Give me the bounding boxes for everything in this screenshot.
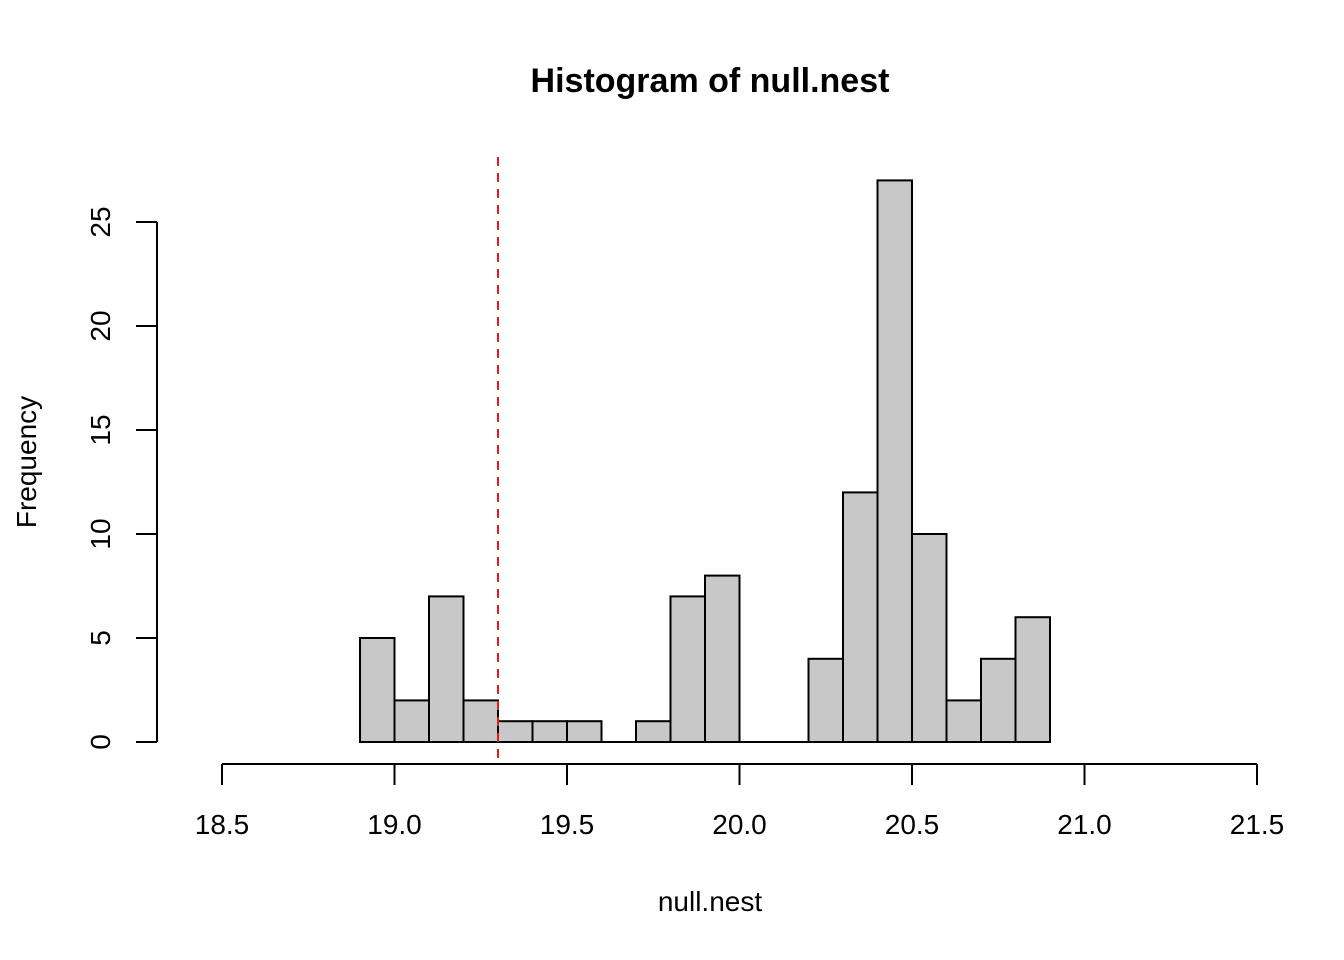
- histogram-bar: [531, 720, 568, 744]
- x-tick-label: 21.0: [1057, 809, 1112, 840]
- y-axis-label: Frequency: [11, 396, 42, 528]
- histogram-bar: [359, 637, 396, 743]
- x-tick-label: 19.0: [367, 809, 422, 840]
- y-tick-label: 15: [85, 414, 116, 445]
- histogram-bar: [945, 699, 982, 744]
- histogram-bar: [393, 699, 430, 744]
- histogram-bar: [876, 179, 913, 743]
- x-axis: 18.5 19.0 19.5 20.0 20.5 21.0 21.5: [195, 763, 1285, 840]
- histogram-bar: [1014, 616, 1051, 744]
- y-tick-label: 20: [85, 310, 116, 341]
- chart-title: Histogram of null.nest: [531, 62, 890, 100]
- histogram-bar: [911, 533, 948, 743]
- y-tick-label: 5: [85, 630, 116, 646]
- y-tick-label: 25: [85, 206, 116, 237]
- x-tick-label: 21.5: [1230, 809, 1285, 840]
- y-tick-label: 10: [85, 518, 116, 549]
- x-tick-label: 20.5: [885, 809, 940, 840]
- x-axis-label: null.nest: [658, 886, 763, 917]
- histogram-bars: [359, 179, 1051, 744]
- histogram-bar: [704, 574, 741, 743]
- x-tick-label: 20.0: [712, 809, 767, 840]
- x-tick-label: 19.5: [540, 809, 595, 840]
- histogram-bar: [635, 720, 672, 744]
- histogram-bar: [462, 699, 499, 744]
- histogram-bar: [807, 657, 844, 743]
- histogram-bar: [842, 491, 879, 743]
- histogram-bar: [980, 657, 1017, 743]
- x-tick-label: 18.5: [195, 809, 250, 840]
- histogram-bar: [497, 720, 534, 744]
- histogram-bar: [428, 595, 465, 744]
- y-tick-label: 0: [85, 734, 116, 750]
- y-axis: 0 5 10 15 20 25: [85, 206, 158, 750]
- histogram-bar: [566, 720, 603, 744]
- histogram-bar: [669, 595, 706, 744]
